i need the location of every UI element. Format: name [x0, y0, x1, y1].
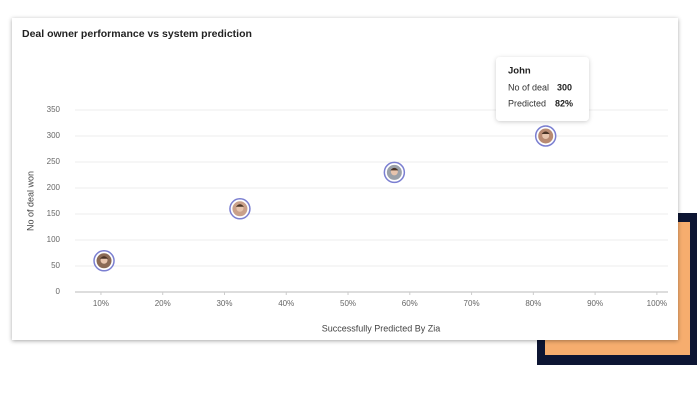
avatar-hair	[390, 167, 399, 171]
chart-title: Deal owner performance vs system predict…	[22, 28, 252, 40]
x-tick-label: 20%	[155, 299, 171, 308]
y-tick-label: 0	[56, 287, 61, 296]
tooltip-box	[496, 57, 589, 121]
avatar-point	[534, 125, 557, 147]
tooltip-value: 300	[557, 82, 572, 92]
x-tick-label: 90%	[587, 299, 603, 308]
y-tick-label: 300	[47, 131, 61, 140]
avatar-point	[229, 198, 251, 220]
tooltip-label: Predicted	[508, 98, 546, 108]
x-tick-label: 60%	[402, 299, 418, 308]
y-axis-label: No of deal won	[25, 171, 35, 231]
tooltip: John No of deal 300 Predicted 82%	[496, 57, 589, 121]
x-tick-label: 10%	[93, 299, 109, 308]
tooltip-label: No of deal	[508, 82, 549, 92]
y-tick-label: 50	[51, 261, 60, 270]
plot-area: 0 50 100 150 200 250 300 350 10% 20% 30% 40% 50% 60% 7…	[47, 105, 668, 308]
tooltip-value: 82%	[555, 98, 573, 108]
x-tick-label: 40%	[278, 299, 294, 308]
tooltip-title: John	[508, 66, 531, 77]
x-tick-label: 50%	[340, 299, 356, 308]
avatar-hair	[235, 204, 244, 207]
y-tick-label: 150	[47, 209, 61, 218]
avatar-hair	[100, 256, 109, 259]
y-tick-label: 100	[47, 235, 61, 244]
x-axis-label: Successfully Predicted By Zia	[322, 323, 441, 333]
avatar-hair	[541, 131, 550, 134]
y-tick-label: 350	[47, 105, 61, 114]
x-tick-label: 30%	[216, 299, 232, 308]
x-tick-label: 100%	[647, 299, 667, 308]
y-tick-label: 250	[47, 157, 61, 166]
x-tick-label: 70%	[464, 299, 480, 308]
avatar-point	[93, 250, 115, 272]
y-tick-label: 200	[47, 183, 61, 192]
avatar-point	[383, 161, 406, 184]
x-tick-label: 80%	[525, 299, 541, 308]
